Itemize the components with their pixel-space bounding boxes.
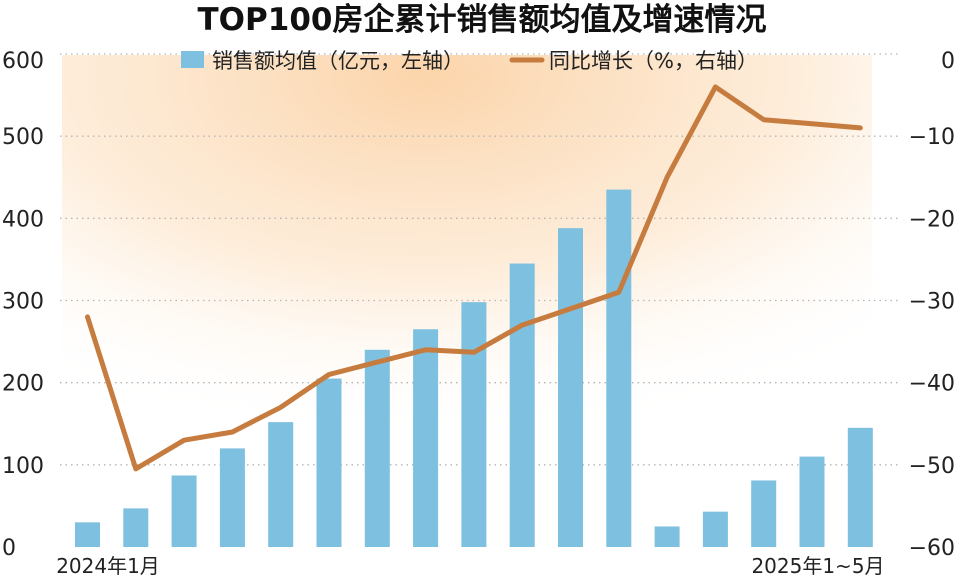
- growth-line: [85, 84, 863, 472]
- legend: 销售额均值（亿元，左轴） 同比增长（%，右轴）: [181, 49, 758, 73]
- bar: [799, 456, 825, 547]
- right-tick-label: −10: [909, 125, 955, 150]
- right-tick-label: −60: [909, 536, 955, 561]
- legend-line-label: 同比增长（%，右轴）: [549, 49, 758, 73]
- bar: [702, 511, 728, 547]
- right-tick-label: −40: [909, 372, 955, 397]
- bar: [268, 422, 294, 547]
- right-tick-label: −20: [909, 207, 955, 232]
- left-tick-label: 200: [2, 372, 44, 397]
- bar-series: [75, 189, 873, 547]
- bar: [558, 228, 583, 547]
- left-tick-label: 100: [2, 454, 44, 479]
- gridlines: [60, 53, 900, 466]
- right-tick-label: −50: [909, 454, 955, 479]
- left-tick-label: 400: [2, 207, 44, 232]
- bar: [751, 480, 777, 547]
- legend-bar-label: 销售额均值（亿元，左轴）: [212, 49, 464, 73]
- bar: [219, 448, 245, 547]
- legend-bar-swatch: [181, 51, 204, 68]
- x-label-last: 2025年1~5月: [751, 554, 884, 578]
- left-tick-label: 0: [2, 536, 16, 561]
- bar: [316, 378, 342, 547]
- bar: [123, 508, 149, 547]
- left-axis: 0 100 200 300 400 500 600: [2, 49, 44, 561]
- left-tick-label: 500: [2, 125, 44, 150]
- x-label-first: 2024年1月: [56, 554, 160, 578]
- bar: [413, 329, 439, 547]
- bar: [171, 475, 197, 547]
- right-tick-label: −30: [909, 290, 955, 315]
- bar: [606, 189, 632, 547]
- bar: [461, 302, 487, 547]
- right-axis: −60 −50 −40 −30 −20 −10 0: [909, 49, 955, 561]
- bar: [364, 349, 390, 547]
- left-tick-label: 300: [2, 290, 44, 315]
- bar: [509, 263, 535, 547]
- bar: [847, 427, 873, 547]
- chart-title: TOP100房企累计销售额均值及增速情况: [198, 2, 767, 38]
- right-tick-label: 0: [941, 49, 955, 74]
- bar: [654, 526, 680, 547]
- bar: [75, 522, 100, 547]
- line-series: [85, 84, 863, 472]
- left-tick-label: 600: [2, 49, 44, 74]
